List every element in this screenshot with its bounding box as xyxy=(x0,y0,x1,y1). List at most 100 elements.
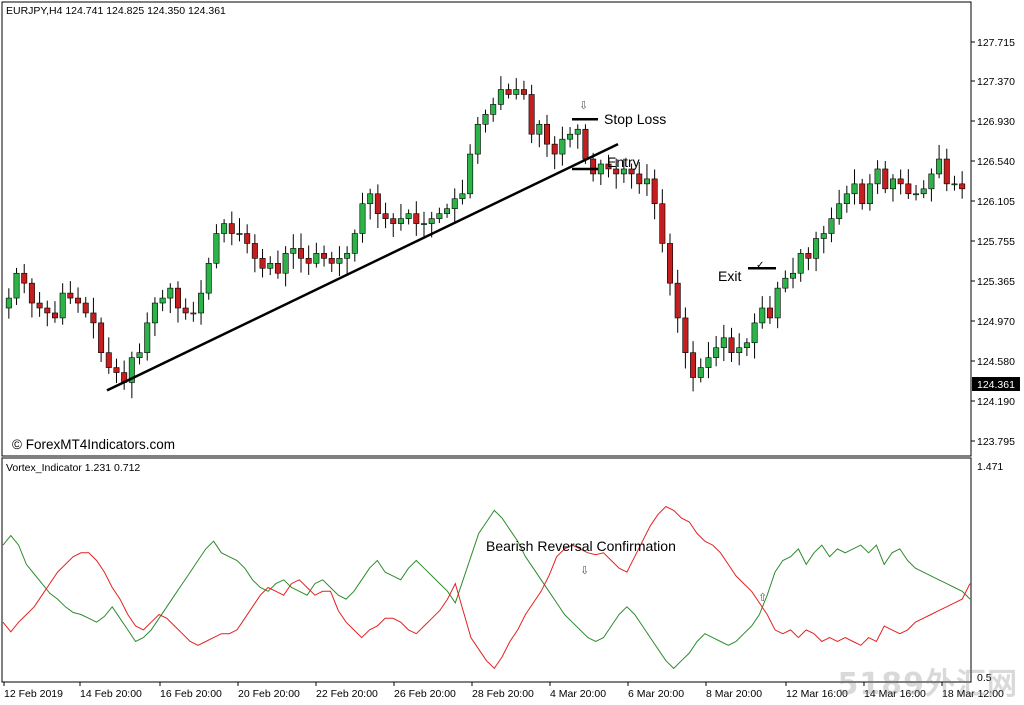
vi-minus-line xyxy=(2,505,971,670)
last-price-label: 124.361 xyxy=(977,379,1015,391)
bearish-candle xyxy=(274,263,281,274)
bearish-candle xyxy=(528,94,535,135)
bullish-candle xyxy=(459,193,466,200)
bullish-candle xyxy=(144,322,151,353)
bearish-candle xyxy=(328,258,335,264)
bearish-candle xyxy=(244,233,251,244)
time-tick-label: 14 Mar 16:00 xyxy=(864,688,926,700)
bearish-candle xyxy=(390,218,397,224)
bullish-candle xyxy=(782,277,789,289)
price-tick-label: 126.930 xyxy=(977,116,1015,128)
bearish-candle xyxy=(667,243,674,284)
bullish-candle xyxy=(482,114,489,125)
indicator-title: Vortex_Indicator 1.231 0.712 xyxy=(6,462,140,474)
bullish-candle xyxy=(151,302,158,324)
price-tick-label: 124.580 xyxy=(977,356,1015,368)
bullish-candle xyxy=(790,272,797,279)
bullish-candle xyxy=(813,238,820,259)
bullish-candle xyxy=(774,287,781,319)
exit-label: Exit xyxy=(718,268,741,284)
bearish-candle xyxy=(174,287,181,309)
bullish-candle xyxy=(351,233,358,254)
bearish-candle xyxy=(374,193,381,214)
bullish-candle xyxy=(436,213,443,219)
bearish-candle xyxy=(728,337,735,353)
bullish-candle xyxy=(797,253,804,274)
trendline xyxy=(106,143,619,392)
bearish-candle xyxy=(590,158,597,175)
time-tick-label: 14 Feb 20:00 xyxy=(80,688,142,700)
bullish-candle xyxy=(159,297,166,304)
bearish-candle xyxy=(90,312,97,324)
bearish-candle xyxy=(297,248,304,259)
bearish-reversal-label: Bearish Reversal Confirmation xyxy=(486,538,676,554)
bearish-candle xyxy=(628,168,635,175)
bearish-candle xyxy=(505,89,512,95)
bearish-candle xyxy=(98,322,105,353)
bullish-candle xyxy=(213,233,220,264)
bullish-candle xyxy=(574,128,581,135)
bearish-candle xyxy=(21,272,28,284)
vi-plus-line xyxy=(2,509,971,670)
time-tick-label: 22 Feb 20:00 xyxy=(316,688,378,700)
price-pane-frame xyxy=(1,1,972,457)
bullish-candle xyxy=(344,253,351,259)
bullish-candle xyxy=(597,163,604,175)
indicator-axis: 1.471 0.5 xyxy=(977,461,1003,684)
bullish-candle xyxy=(190,312,197,315)
bearish-candle xyxy=(105,352,112,368)
indicator-tick-label: 1.471 xyxy=(977,461,1003,473)
bullish-candle xyxy=(928,173,935,190)
bullish-candle xyxy=(59,292,66,319)
bullish-candle xyxy=(490,104,497,115)
bullish-candle xyxy=(5,297,12,309)
bearish-candle xyxy=(674,282,681,319)
bullish-candle xyxy=(451,198,458,209)
indicator-tick-label: 0.5 xyxy=(977,672,992,684)
bearish-candle xyxy=(321,253,328,259)
bullish-candle xyxy=(559,138,566,155)
time-tick-label: 26 Feb 20:00 xyxy=(394,688,456,700)
bullish-candle xyxy=(713,347,720,358)
bearish-candle xyxy=(605,163,612,170)
bearish-candle xyxy=(228,223,235,234)
bullish-candle xyxy=(236,233,243,235)
bullish-candle xyxy=(920,188,927,195)
bullish-candle xyxy=(743,342,750,349)
site-watermark: © ForexMT4Indicators.com xyxy=(12,437,175,452)
bearish-candle xyxy=(682,317,689,353)
price-tick-label: 123.795 xyxy=(977,436,1015,448)
bullish-candle xyxy=(167,287,174,299)
bearish-candle xyxy=(805,253,812,259)
bullish-candle xyxy=(474,123,481,155)
time-axis: 12 Feb 2019 14 Feb 20:00 16 Feb 20:00 20 Fe… xyxy=(3,682,1004,700)
price-tick-label: 126.105 xyxy=(977,196,1015,208)
bearish-candle xyxy=(659,203,666,244)
bullish-candle xyxy=(336,258,343,264)
bullish-candle xyxy=(405,213,412,219)
bullish-candle xyxy=(705,357,712,368)
bearish-candle xyxy=(651,178,658,205)
price-tick-label: 124.970 xyxy=(977,316,1015,328)
time-tick-label: 12 Mar 16:00 xyxy=(786,688,848,700)
price-axis: 127.715 127.370 126.930 126.540 126.105 125.7… xyxy=(971,37,1020,448)
bearish-candle xyxy=(67,292,74,299)
bearish-candle xyxy=(897,178,904,185)
bullish-candle xyxy=(567,133,574,140)
bullish-candle xyxy=(198,292,205,314)
price-tick-label: 126.540 xyxy=(977,156,1015,168)
bearish-candle xyxy=(305,258,312,264)
bullish-candle xyxy=(843,193,850,205)
bullish-candle xyxy=(751,322,758,344)
indicator-pane-frame xyxy=(1,457,972,683)
bullish-candle xyxy=(759,307,766,324)
bullish-candle xyxy=(874,168,881,185)
bullish-candle xyxy=(720,337,727,349)
time-tick-label: 18 Mar 12:00 xyxy=(942,688,1004,700)
bullish-candle xyxy=(736,347,743,353)
bullish-candle xyxy=(697,367,704,378)
time-tick-label: 20 Feb 20:00 xyxy=(238,688,300,700)
bullish-candle xyxy=(136,352,143,358)
bullish-candle xyxy=(128,357,135,383)
